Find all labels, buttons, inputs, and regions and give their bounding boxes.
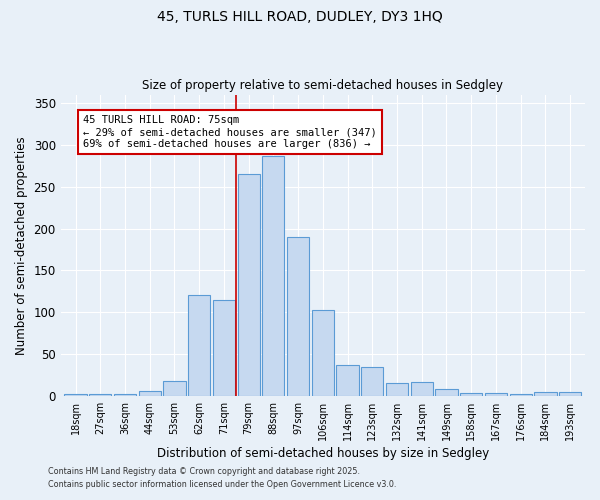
Bar — [386, 384, 408, 396]
Bar — [114, 394, 136, 396]
Text: Contains HM Land Registry data © Crown copyright and database right 2025.
Contai: Contains HM Land Registry data © Crown c… — [48, 468, 397, 489]
Bar — [361, 366, 383, 396]
X-axis label: Distribution of semi-detached houses by size in Sedgley: Distribution of semi-detached houses by … — [157, 447, 489, 460]
Bar — [312, 310, 334, 396]
Bar — [64, 394, 86, 396]
Bar — [337, 365, 359, 396]
Bar — [485, 392, 507, 396]
Bar — [188, 296, 210, 396]
Bar — [460, 394, 482, 396]
Title: Size of property relative to semi-detached houses in Sedgley: Size of property relative to semi-detach… — [142, 79, 503, 92]
Bar — [163, 381, 185, 396]
Bar — [534, 392, 557, 396]
Bar — [509, 394, 532, 396]
Text: 45 TURLS HILL ROAD: 75sqm
← 29% of semi-detached houses are smaller (347)
69% of: 45 TURLS HILL ROAD: 75sqm ← 29% of semi-… — [83, 116, 377, 148]
Bar — [238, 174, 260, 396]
Bar — [410, 382, 433, 396]
Y-axis label: Number of semi-detached properties: Number of semi-detached properties — [15, 136, 28, 354]
Bar — [559, 392, 581, 396]
Bar — [436, 389, 458, 396]
Bar — [213, 300, 235, 396]
Text: 45, TURLS HILL ROAD, DUDLEY, DY3 1HQ: 45, TURLS HILL ROAD, DUDLEY, DY3 1HQ — [157, 10, 443, 24]
Bar — [262, 156, 284, 396]
Bar — [89, 394, 112, 396]
Bar — [139, 391, 161, 396]
Bar — [287, 237, 309, 396]
